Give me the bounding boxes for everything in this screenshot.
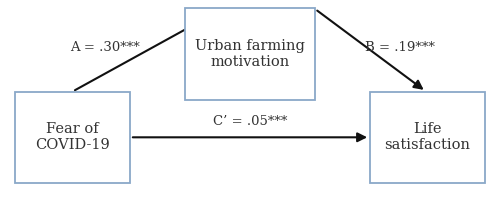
Text: Life
satisfaction: Life satisfaction bbox=[384, 122, 470, 152]
Text: A = .30***: A = .30*** bbox=[70, 41, 140, 54]
Text: Fear of
COVID-19: Fear of COVID-19 bbox=[35, 122, 110, 152]
FancyBboxPatch shape bbox=[15, 92, 130, 183]
FancyBboxPatch shape bbox=[185, 8, 315, 100]
Text: C’ = .05***: C’ = .05*** bbox=[213, 115, 287, 128]
FancyBboxPatch shape bbox=[370, 92, 485, 183]
Text: Urban farming
motivation: Urban farming motivation bbox=[195, 39, 305, 69]
Text: B = .19***: B = .19*** bbox=[365, 41, 435, 54]
